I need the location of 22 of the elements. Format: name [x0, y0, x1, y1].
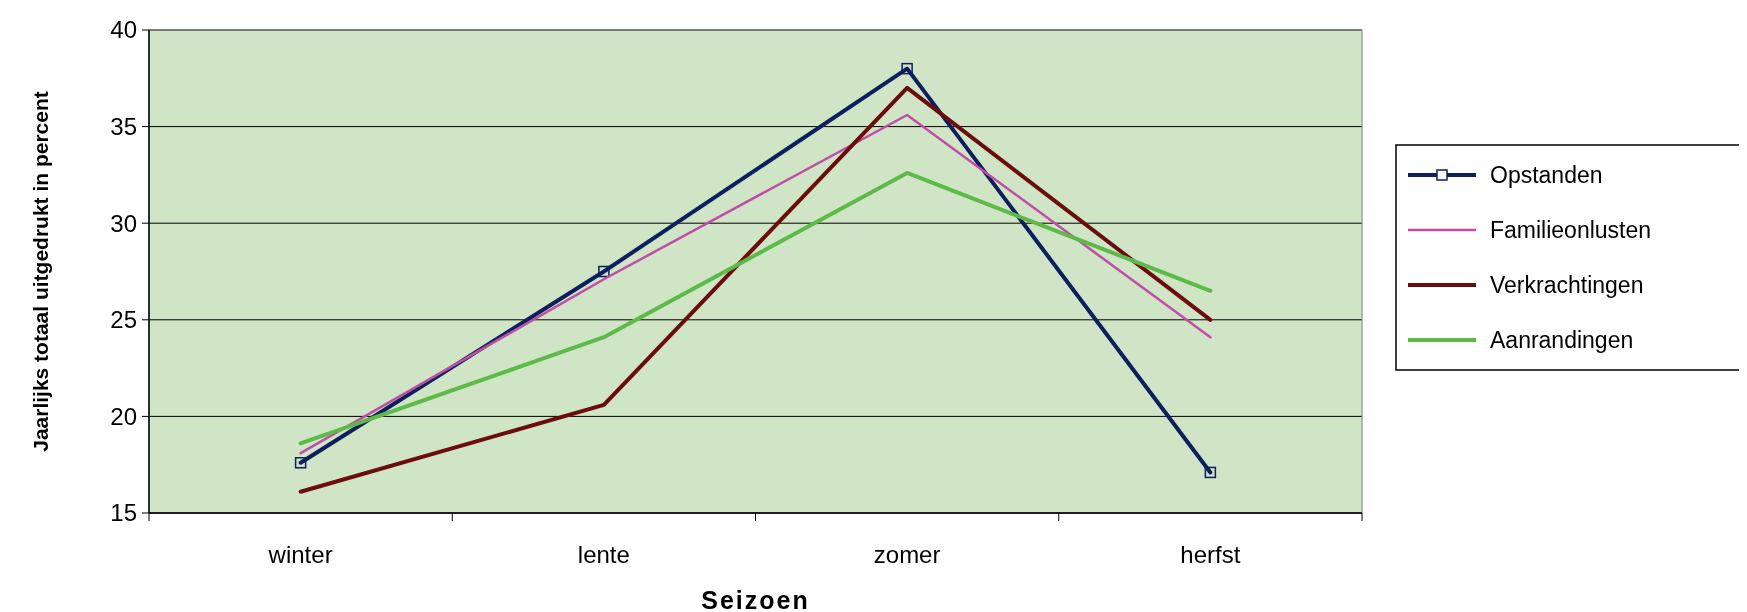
x-tick-label: lente: [577, 541, 630, 568]
y-tick-label: 30: [110, 209, 137, 237]
point: [294, 457, 307, 469]
x-tick-label: zomer: [873, 541, 941, 568]
legend-label: Aanrandingen: [1490, 327, 1634, 354]
y-tick-label: 35: [110, 113, 137, 140]
point: [1204, 466, 1217, 479]
point: [901, 62, 913, 75]
y-tick-label: 15: [110, 499, 137, 527]
line-series: [298, 170, 1213, 446]
x-tick-label: winter: [267, 541, 333, 568]
legend-label: Opstanden: [1490, 162, 1603, 189]
x-tick-label: herfst: [1180, 541, 1241, 568]
y-tick-label: 40: [110, 16, 137, 44]
x-axis-title: Seizoen: [701, 586, 810, 612]
point: [598, 265, 610, 278]
legend-label: Verkrachtingen: [1490, 272, 1644, 299]
y-tick-label: 20: [110, 402, 137, 430]
line-series: [299, 113, 1212, 455]
legend-label: Familieonlusten: [1490, 217, 1652, 244]
y-axis-title: Jaarlijks totaal uitgedrukt in percent: [29, 91, 52, 452]
y-tick-label: 25: [110, 306, 137, 334]
